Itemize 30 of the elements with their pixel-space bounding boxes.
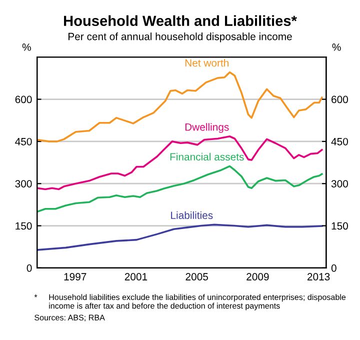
series-label: Dwellings xyxy=(185,123,229,133)
y-tick-label: 600 xyxy=(15,96,32,104)
chart-title: Household Wealth and Liabilities* xyxy=(64,15,297,26)
x-tick-label: 2001 xyxy=(124,273,148,280)
y-tick-label: 0 xyxy=(26,264,32,272)
y-tick-label: 300 xyxy=(15,180,32,188)
y2-axis-title: % xyxy=(332,44,341,51)
x-tick-label: 2009 xyxy=(246,273,269,280)
y2-tick-label: 150 xyxy=(332,222,348,230)
line-series xyxy=(37,135,323,190)
chart-subtitle: Per cent of annual household disposable income xyxy=(68,32,292,42)
series-label: Liabilities xyxy=(171,211,213,219)
line-series xyxy=(37,165,323,213)
series-label: Net worth xyxy=(185,59,228,67)
text: Household liabilities exclude the liabilities of unincorporated enterprises; disposable income is after tax and before the deduction of interest payments xyxy=(49,294,346,310)
x-tick-label: 2013 xyxy=(307,273,330,280)
y-tick-label: 450 xyxy=(15,138,32,146)
x-tick-label: 1997 xyxy=(64,273,86,280)
line-series xyxy=(37,224,323,251)
y2-tick-label: 0 xyxy=(331,264,336,272)
y-tick-label: 150 xyxy=(16,222,32,230)
source-note: Sources: ABS; RBA xyxy=(34,314,105,322)
y2-tick-label: 300 xyxy=(331,180,348,188)
series-label: Financial assets xyxy=(170,152,244,161)
x-tick-label: 2005 xyxy=(186,273,208,280)
text: * xyxy=(34,294,38,298)
y2-tick-label: 600 xyxy=(332,96,348,104)
y2-tick-label: 450 xyxy=(331,138,348,146)
y-axis-title: % xyxy=(22,44,31,51)
line-series xyxy=(37,71,323,142)
